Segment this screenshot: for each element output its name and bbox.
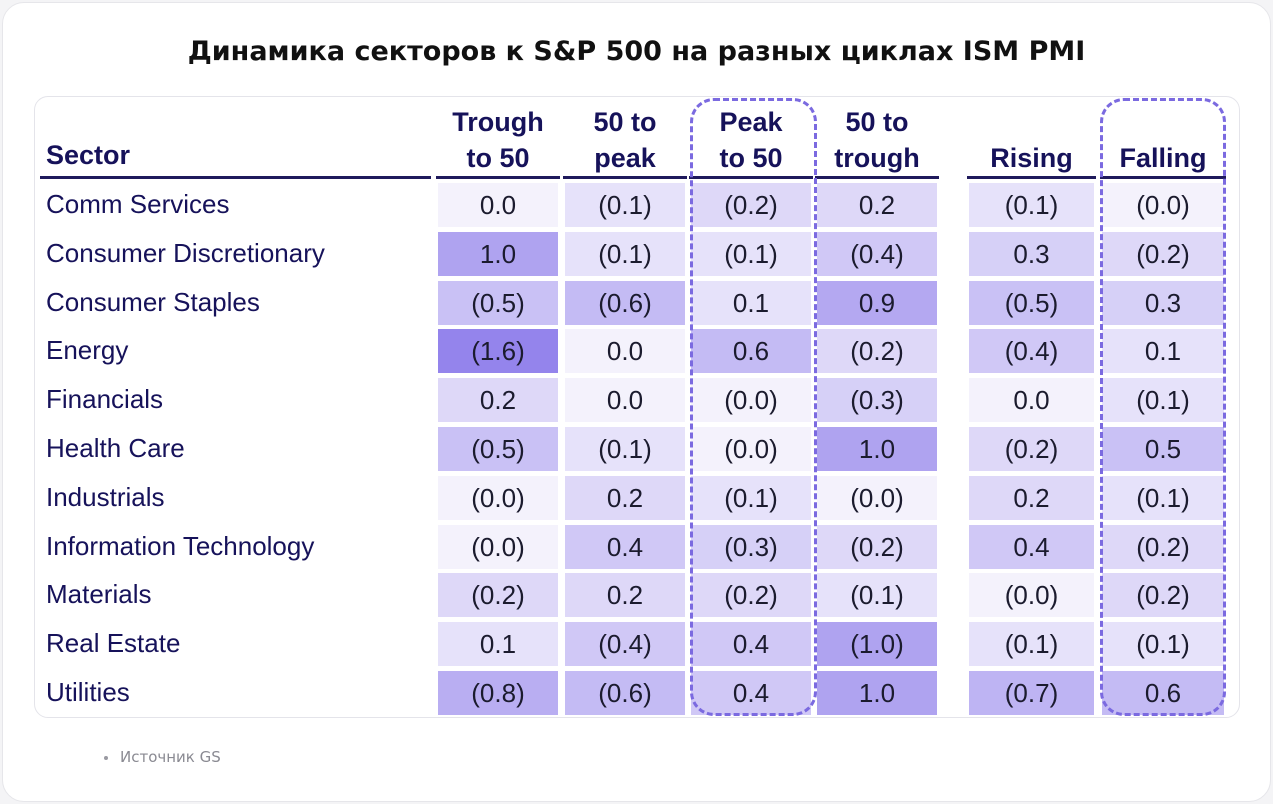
table-cell: 0.4 xyxy=(565,524,685,569)
table-cell: 0.0 xyxy=(969,378,1094,423)
table-cell: 0.3 xyxy=(969,231,1094,276)
table-cell: 0.2 xyxy=(438,378,558,423)
row-label: Information Technology xyxy=(46,530,315,561)
table-cell: 0.1 xyxy=(1102,329,1224,374)
header-rule xyxy=(40,176,431,179)
header-rule xyxy=(436,176,560,179)
table-cell: (0.1) xyxy=(565,183,685,227)
table-cell: 0.6 xyxy=(1102,671,1224,715)
row-label: Financials xyxy=(46,384,164,415)
table-cell: 0.4 xyxy=(691,622,811,667)
table-cell: (0.1) xyxy=(1102,475,1224,520)
table-cell: (0.4) xyxy=(565,622,685,667)
row-label: Industrials xyxy=(46,481,165,512)
header-rule xyxy=(967,176,1096,179)
table-cell: (0.2) xyxy=(969,427,1094,471)
table-cell: (0.2) xyxy=(691,183,811,227)
table-cell: (0.5) xyxy=(438,427,558,471)
table-cell: (0.1) xyxy=(1102,378,1224,423)
table-cell: (0.0) xyxy=(438,475,558,520)
table-cell: (0.1) xyxy=(969,183,1094,227)
column-header: Trough xyxy=(452,107,544,137)
table-cell: 0.2 xyxy=(817,183,937,227)
table-cell: (0.1) xyxy=(691,231,811,276)
table-cell: (0.1) xyxy=(1102,622,1224,667)
table-cell: (0.5) xyxy=(969,280,1094,325)
row-label: Consumer Staples xyxy=(46,286,260,317)
column-header: Falling xyxy=(1119,143,1207,173)
table-cell: (0.5) xyxy=(438,280,558,325)
table-cell: (0.0) xyxy=(438,524,558,569)
table-cell: (0.2) xyxy=(691,573,811,618)
table-cell: (0.3) xyxy=(817,378,937,423)
column-header: 50 to xyxy=(845,107,909,137)
bullet-icon xyxy=(104,756,108,760)
table-cell: 0.6 xyxy=(691,329,811,374)
row-label: Utilities xyxy=(46,677,130,707)
row-label: Comm Services xyxy=(46,189,230,219)
column-header: peak xyxy=(594,143,656,173)
table-cell: (0.4) xyxy=(817,231,937,276)
table-cell: 0.5 xyxy=(1102,427,1224,471)
row-label: Materials xyxy=(46,579,152,610)
table-cell: (0.1) xyxy=(565,427,685,471)
table-cell: 0.0 xyxy=(565,329,685,374)
table-cell: 1.0 xyxy=(817,671,937,715)
table-cell: (0.2) xyxy=(438,573,558,618)
header-rule xyxy=(563,176,687,179)
table-cell: (0.2) xyxy=(1102,524,1224,569)
table-cell: (0.1) xyxy=(691,475,811,520)
row-label: Real Estate xyxy=(46,628,181,659)
row-label: Consumer Discretionary xyxy=(46,237,325,268)
table-cell: (0.2) xyxy=(1102,231,1224,276)
table-cell: (0.6) xyxy=(565,671,685,715)
table-cell: (0.1) xyxy=(817,573,937,618)
table-cell: (0.1) xyxy=(565,231,685,276)
column-header: to 50 xyxy=(466,143,530,173)
table-cell: (0.2) xyxy=(1102,573,1224,618)
table-cell: 0.9 xyxy=(817,280,937,325)
table-cell: (0.0) xyxy=(969,573,1094,618)
table-cell: 0.2 xyxy=(565,475,685,520)
table-cell: (0.0) xyxy=(1102,183,1224,227)
table-cell: 1.0 xyxy=(817,427,937,471)
table-cell: (0.4) xyxy=(969,329,1094,374)
column-header: to 50 xyxy=(719,143,783,173)
header-rule xyxy=(815,176,939,179)
header-rule xyxy=(1100,176,1226,179)
table-cell: (0.1) xyxy=(969,622,1094,667)
table-cell: (1.0) xyxy=(817,622,937,667)
table-cell: (0.2) xyxy=(817,329,937,374)
table-cell: (0.7) xyxy=(969,671,1094,715)
table-cell: (0.0) xyxy=(691,378,811,423)
source-note: Источник GS xyxy=(120,748,221,766)
column-header: trough xyxy=(834,143,920,173)
table-cell: 0.2 xyxy=(565,573,685,618)
table-cell: (0.3) xyxy=(691,524,811,569)
table-cell: (0.8) xyxy=(438,671,558,715)
table-cell: 0.4 xyxy=(691,671,811,715)
table-cell: (1.6) xyxy=(438,329,558,374)
row-label: Energy xyxy=(46,335,129,366)
table-cell: (0.2) xyxy=(817,524,937,569)
table-cell: 0.1 xyxy=(691,280,811,325)
chart-title: Динамика секторов к S&P 500 на разных ци… xyxy=(187,36,1086,67)
table-cell: (0.6) xyxy=(565,280,685,325)
column-header: Rising xyxy=(990,143,1073,173)
table-cell: (0.0) xyxy=(817,475,937,520)
table-cell: 0.0 xyxy=(438,183,558,227)
table-cell: (0.0) xyxy=(691,427,811,471)
sector-header: Sector xyxy=(46,140,131,170)
row-label: Health Care xyxy=(46,433,185,463)
column-header: 50 to xyxy=(593,107,657,137)
header-rule xyxy=(689,176,813,179)
table-cell: 1.0 xyxy=(438,231,558,276)
table-cell: 0.4 xyxy=(969,524,1094,569)
column-header: Peak xyxy=(719,107,783,137)
table-cell: 0.2 xyxy=(969,475,1094,520)
table-cell: 0.3 xyxy=(1102,280,1224,325)
table-cell: 0.0 xyxy=(565,378,685,423)
table-cell: 0.1 xyxy=(438,622,558,667)
